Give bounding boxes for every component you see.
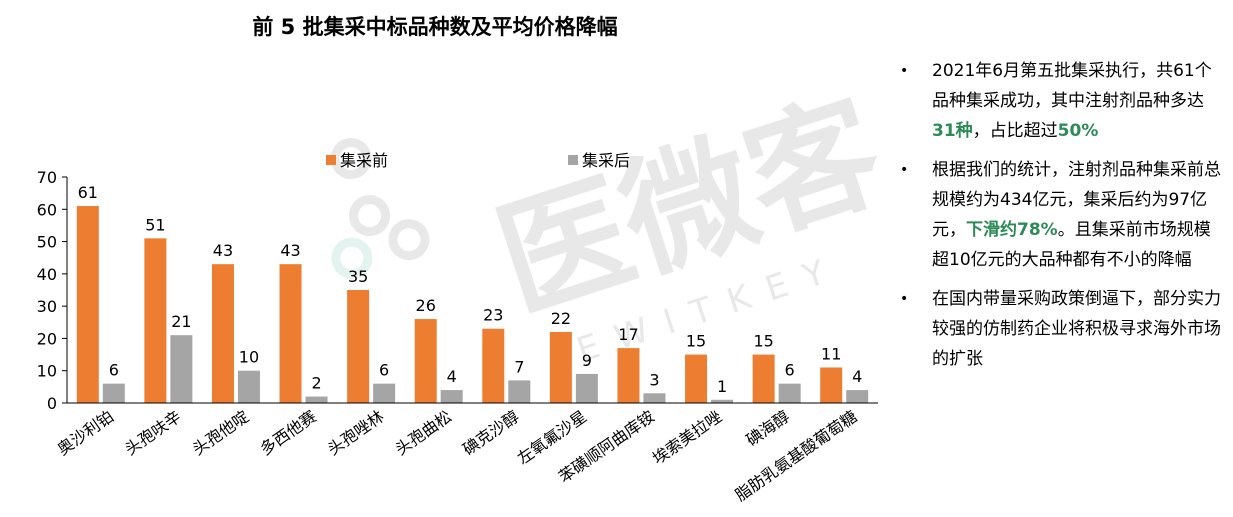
y-tick-label: 60 [37, 200, 57, 219]
bullet-text: 2021年6月第五批集采执行，共61个品种集采成功，其中注射剂品种多达31种，占… [932, 61, 1212, 141]
bar-after [508, 380, 531, 403]
data-label: 23 [483, 306, 503, 325]
y-tick-label: 10 [37, 362, 57, 381]
data-label: 7 [514, 357, 524, 376]
data-label: 1 [717, 377, 727, 396]
data-label: 4 [852, 367, 862, 386]
data-label: 10 [239, 348, 259, 367]
x-tick-label: 奥沙利铂 [54, 407, 117, 459]
bar-after [373, 383, 396, 403]
bar-before [820, 367, 843, 403]
x-tick-label: 多西他赛 [256, 407, 319, 459]
legend-swatch [326, 155, 336, 165]
data-label: 35 [348, 267, 368, 286]
bar-before [347, 290, 370, 403]
bullet-symbol: • [900, 63, 909, 79]
bar-before [279, 264, 302, 403]
bar-after [711, 399, 734, 403]
bar-before [211, 264, 234, 403]
legend-label: 集采前 [340, 151, 388, 170]
y-tick-label: 0 [47, 394, 57, 413]
x-tick-label: 头孢曲松 [392, 407, 455, 459]
bar-after [237, 370, 260, 403]
y-tick-label: 70 [37, 168, 57, 187]
data-label: 9 [582, 351, 592, 370]
watermark: 医微客 EWITKEY [330, 74, 890, 371]
y-tick-label: 30 [37, 297, 57, 316]
data-label: 26 [416, 296, 436, 315]
data-label: 6 [785, 361, 795, 380]
bar-before [144, 238, 167, 403]
x-axis: 奥沙利铂 头孢呋辛 头孢他啶 多西他赛 头孢唑林 头孢曲松 碘克沙醇左氧氟沙星苯磺顺阿曲库铵… [54, 402, 878, 505]
bar-before [414, 319, 437, 403]
chart: 前 5 批集采中标品种数及平均价格降幅 医微客 EWITKEY 集采前 集采后 0… [37, 15, 890, 505]
bullet-item: • 根据我们的统计，注射剂品种集采前总规模约为434亿元，集采后约为97亿元，下… [900, 155, 1225, 275]
chart-title: 前 5 批集采中标品种数及平均价格降幅 [252, 15, 617, 39]
data-label: 61 [78, 183, 98, 202]
data-label: 43 [280, 241, 300, 260]
data-label: 2 [311, 374, 321, 393]
bar-after [643, 393, 666, 403]
legend-label: 集采后 [582, 151, 630, 170]
data-label: 22 [551, 309, 571, 328]
bullet-symbol: • [900, 291, 909, 307]
y-axis: 0 10 20 30 40 50 60 70 [37, 168, 68, 413]
data-label: 51 [145, 215, 165, 234]
x-tick-label: 头孢他啶 [189, 407, 252, 459]
bar-after [846, 390, 869, 403]
x-tick-label: 碘海醇 [743, 407, 793, 450]
bullet-text: 在国内带量采购政策倒逼下，部分实力较强的仿制药企业将积极寻求海外市场的扩张 [932, 289, 1221, 369]
bars: 61 6 51 21 43 10 43 2 35 6 26 4 23 7 22 9 17 3 15 1 15 6 11 4 [76, 183, 869, 403]
bar-before [685, 354, 708, 403]
bar-before [76, 206, 99, 403]
x-tick-label: 头孢唑林 [324, 407, 387, 459]
bullet-symbol: • [900, 162, 909, 178]
bar-after [778, 383, 801, 403]
legend-swatch [568, 155, 578, 165]
watermark-logo-icon [330, 138, 430, 279]
bullet-text: 根据我们的统计，注射剂品种集采前总规模约为434亿元，集采后约为97亿元，下滑约… [932, 160, 1221, 270]
x-tick-label: 碘克沙醇 [459, 407, 522, 459]
bar-before [549, 331, 572, 403]
y-tick-label: 40 [37, 265, 57, 284]
legend: 集采前 集采后 [326, 151, 630, 170]
data-label: 15 [686, 332, 706, 351]
bar-before [482, 328, 505, 403]
data-label: 3 [649, 370, 659, 389]
data-label: 6 [379, 361, 389, 380]
bar-after [440, 390, 463, 403]
x-tick-label: 埃索美拉唑 [649, 407, 725, 468]
data-label: 21 [171, 312, 191, 331]
bar-after [170, 335, 193, 403]
data-label: 17 [618, 325, 638, 344]
y-tick-label: 50 [37, 233, 57, 252]
bullet-item: • 2021年6月第五批集采执行，共61个品种集采成功，其中注射剂品种多达31种… [900, 56, 1225, 146]
bar-after [102, 383, 125, 403]
y-tick-label: 20 [37, 329, 57, 348]
x-tick-label: 脂肪乳氨基酸葡萄糖 [732, 407, 861, 505]
x-tick-label: 头孢呋辛 [121, 407, 184, 459]
bar-before [752, 354, 775, 403]
bar-after [305, 396, 328, 403]
data-label: 11 [821, 344, 841, 363]
bar-after [575, 373, 598, 403]
data-label: 6 [109, 361, 119, 380]
data-label: 4 [447, 367, 457, 386]
bullet-list: • 2021年6月第五批集采执行，共61个品种集采成功，其中注射剂品种多达31种… [900, 56, 1225, 383]
data-label: 15 [753, 332, 773, 351]
data-label: 43 [213, 241, 233, 260]
bullet-item: • 在国内带量采购政策倒逼下，部分实力较强的仿制药企业将积极寻求海外市场的扩张 [900, 284, 1225, 374]
bar-before [617, 348, 640, 403]
